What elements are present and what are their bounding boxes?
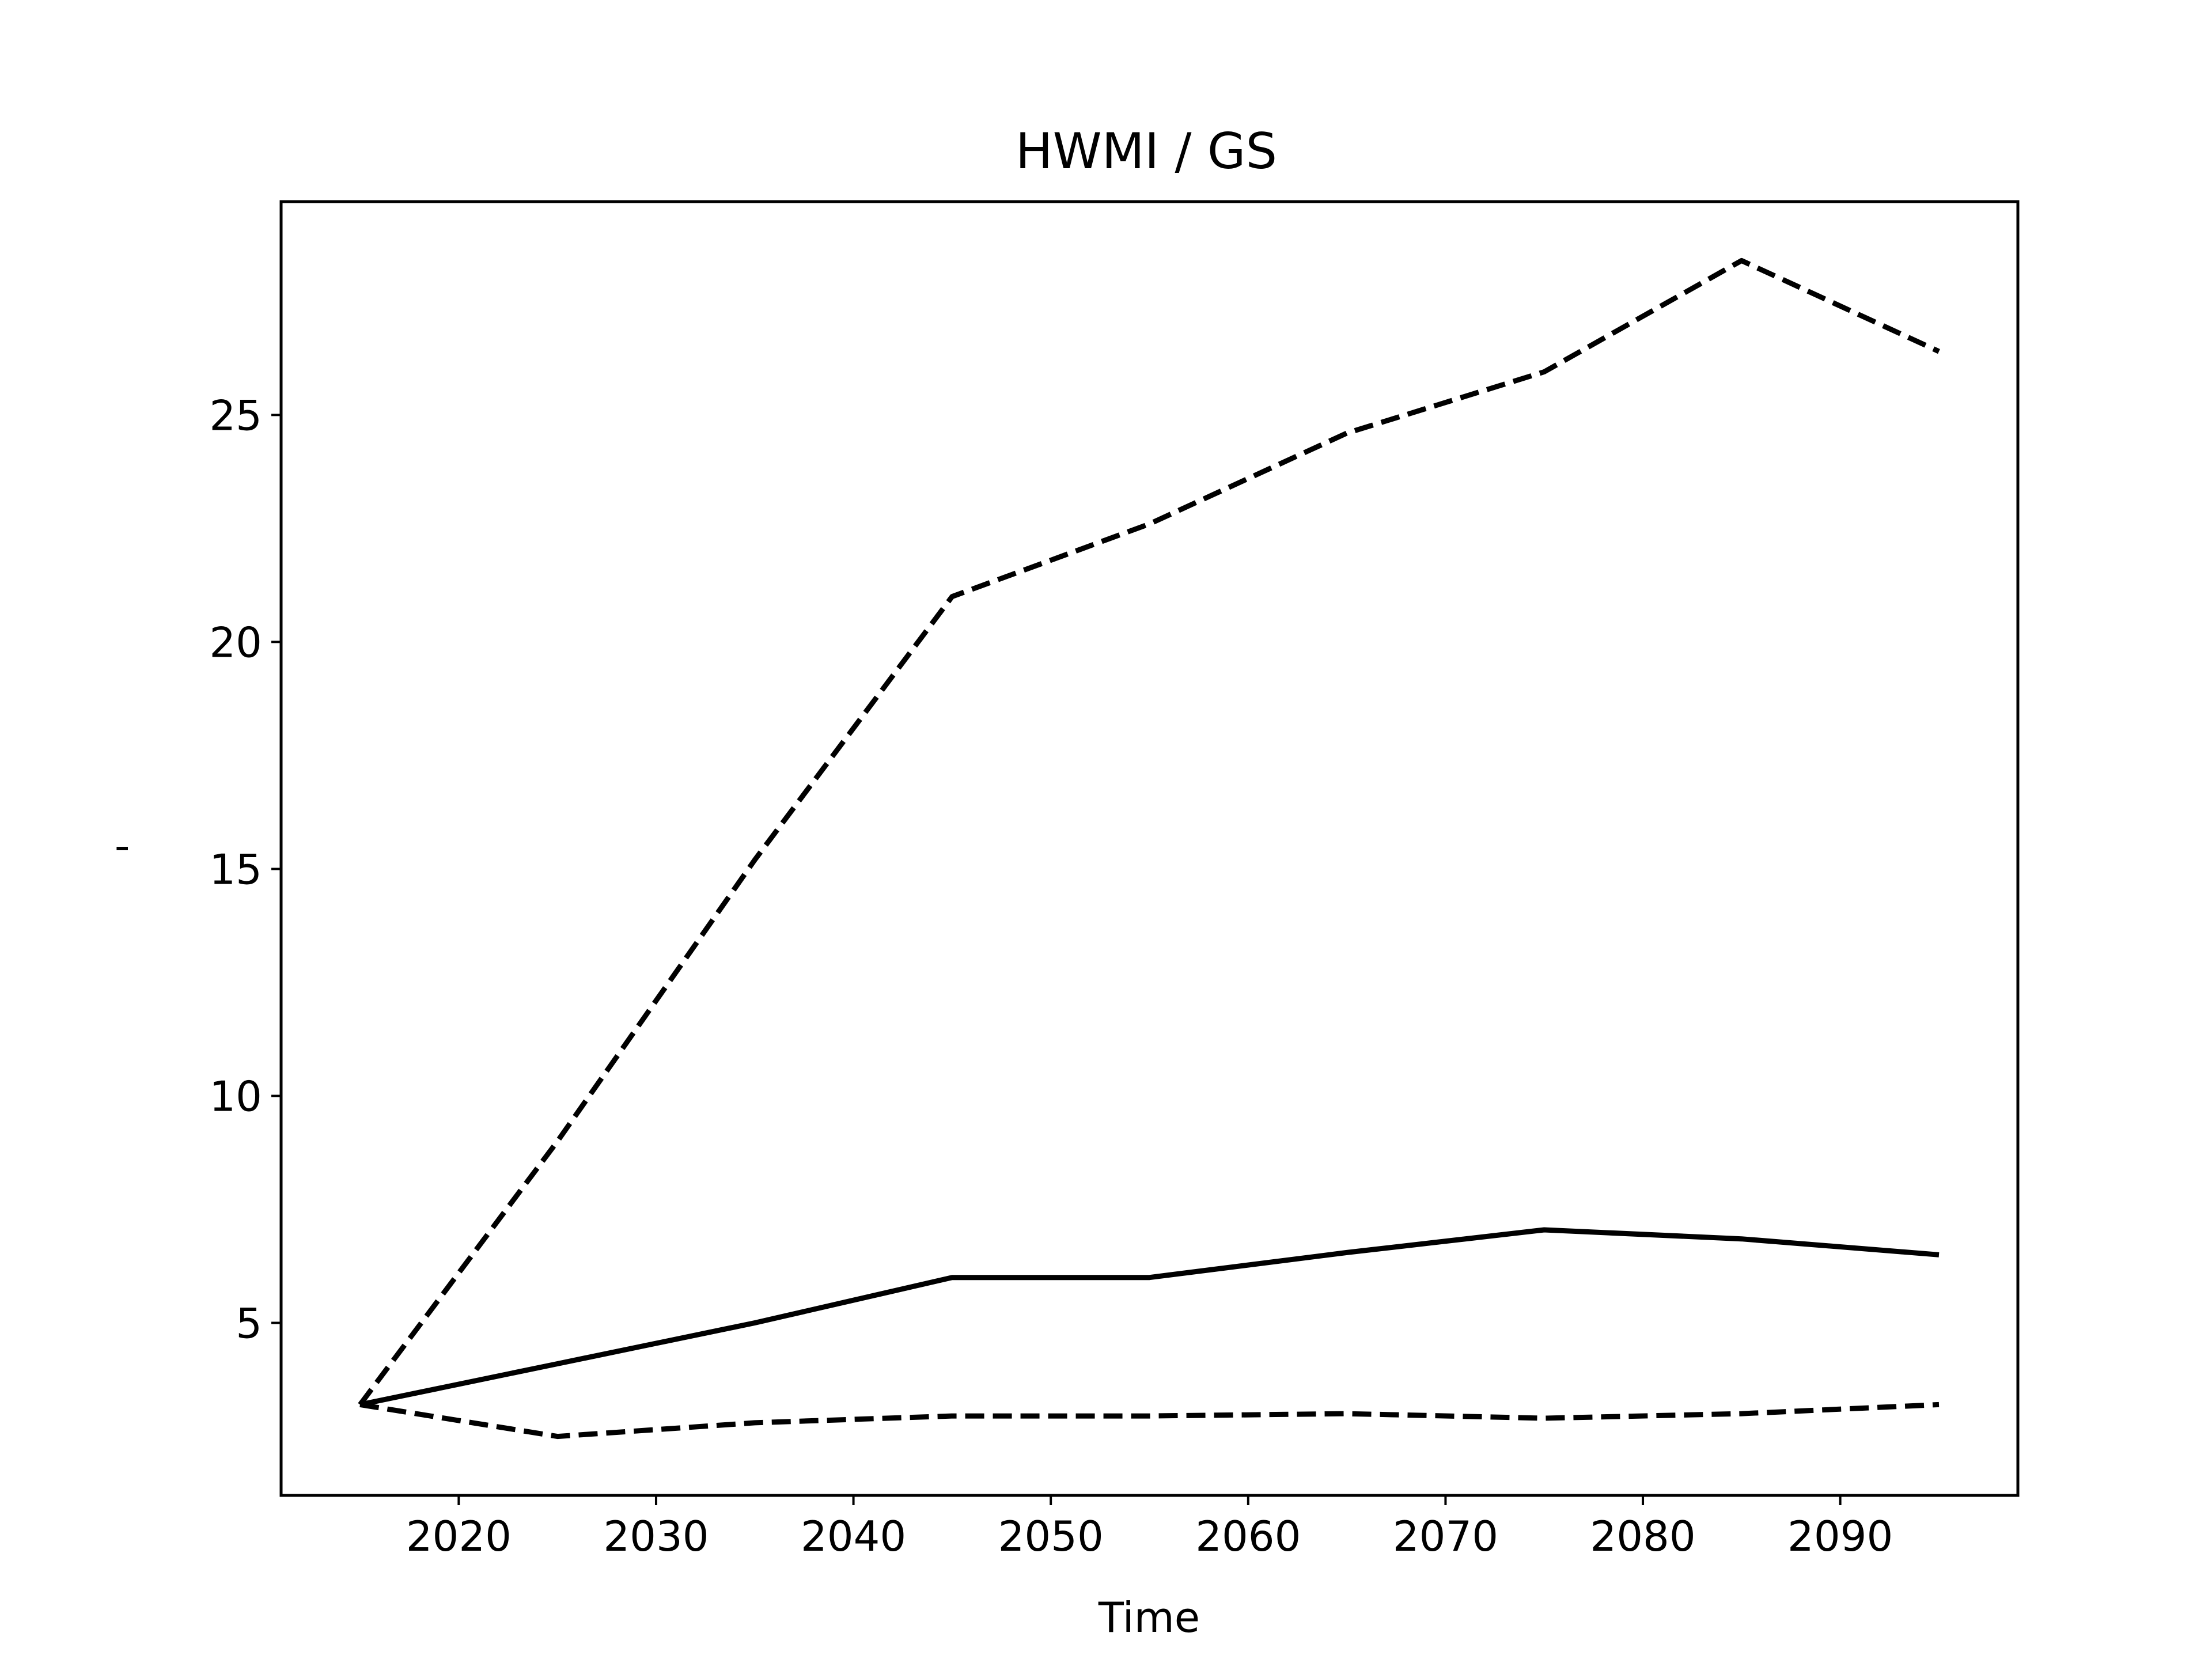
y-tick-label: 25 bbox=[209, 391, 262, 440]
series-line-1 bbox=[359, 1227, 1940, 1407]
x-axis-label: Time bbox=[1098, 1593, 1200, 1642]
x-tick-label: 2050 bbox=[998, 1512, 1104, 1560]
x-tick-label: 2020 bbox=[406, 1512, 512, 1560]
chart-title: HWMI / GS bbox=[1016, 123, 1277, 180]
x-axis: 2020 2030 2040 2050 2060 2070 2080 2090 bbox=[406, 1495, 1893, 1560]
x-tick-label: 2040 bbox=[801, 1512, 906, 1560]
y-tick-label: 15 bbox=[209, 845, 262, 893]
y-tick-label: 5 bbox=[236, 1300, 262, 1348]
y-axis: 5 10 15 20 25 bbox=[209, 391, 281, 1348]
y-tick-label: 10 bbox=[209, 1072, 262, 1120]
series-line-3 bbox=[359, 1402, 1940, 1440]
x-tick-label: 2060 bbox=[1195, 1512, 1301, 1560]
x-tick-label: 2030 bbox=[603, 1512, 709, 1560]
series-layer bbox=[358, 257, 1940, 1440]
plot-frame bbox=[279, 200, 2020, 1497]
x-tick-label: 2090 bbox=[1787, 1512, 1893, 1560]
x-tick-label: 2080 bbox=[1590, 1512, 1695, 1560]
y-axis-label: ' bbox=[108, 843, 157, 854]
x-tick-label: 2070 bbox=[1393, 1512, 1498, 1560]
y-tick-label: 20 bbox=[209, 618, 262, 666]
series-line-2 bbox=[358, 257, 1940, 1407]
